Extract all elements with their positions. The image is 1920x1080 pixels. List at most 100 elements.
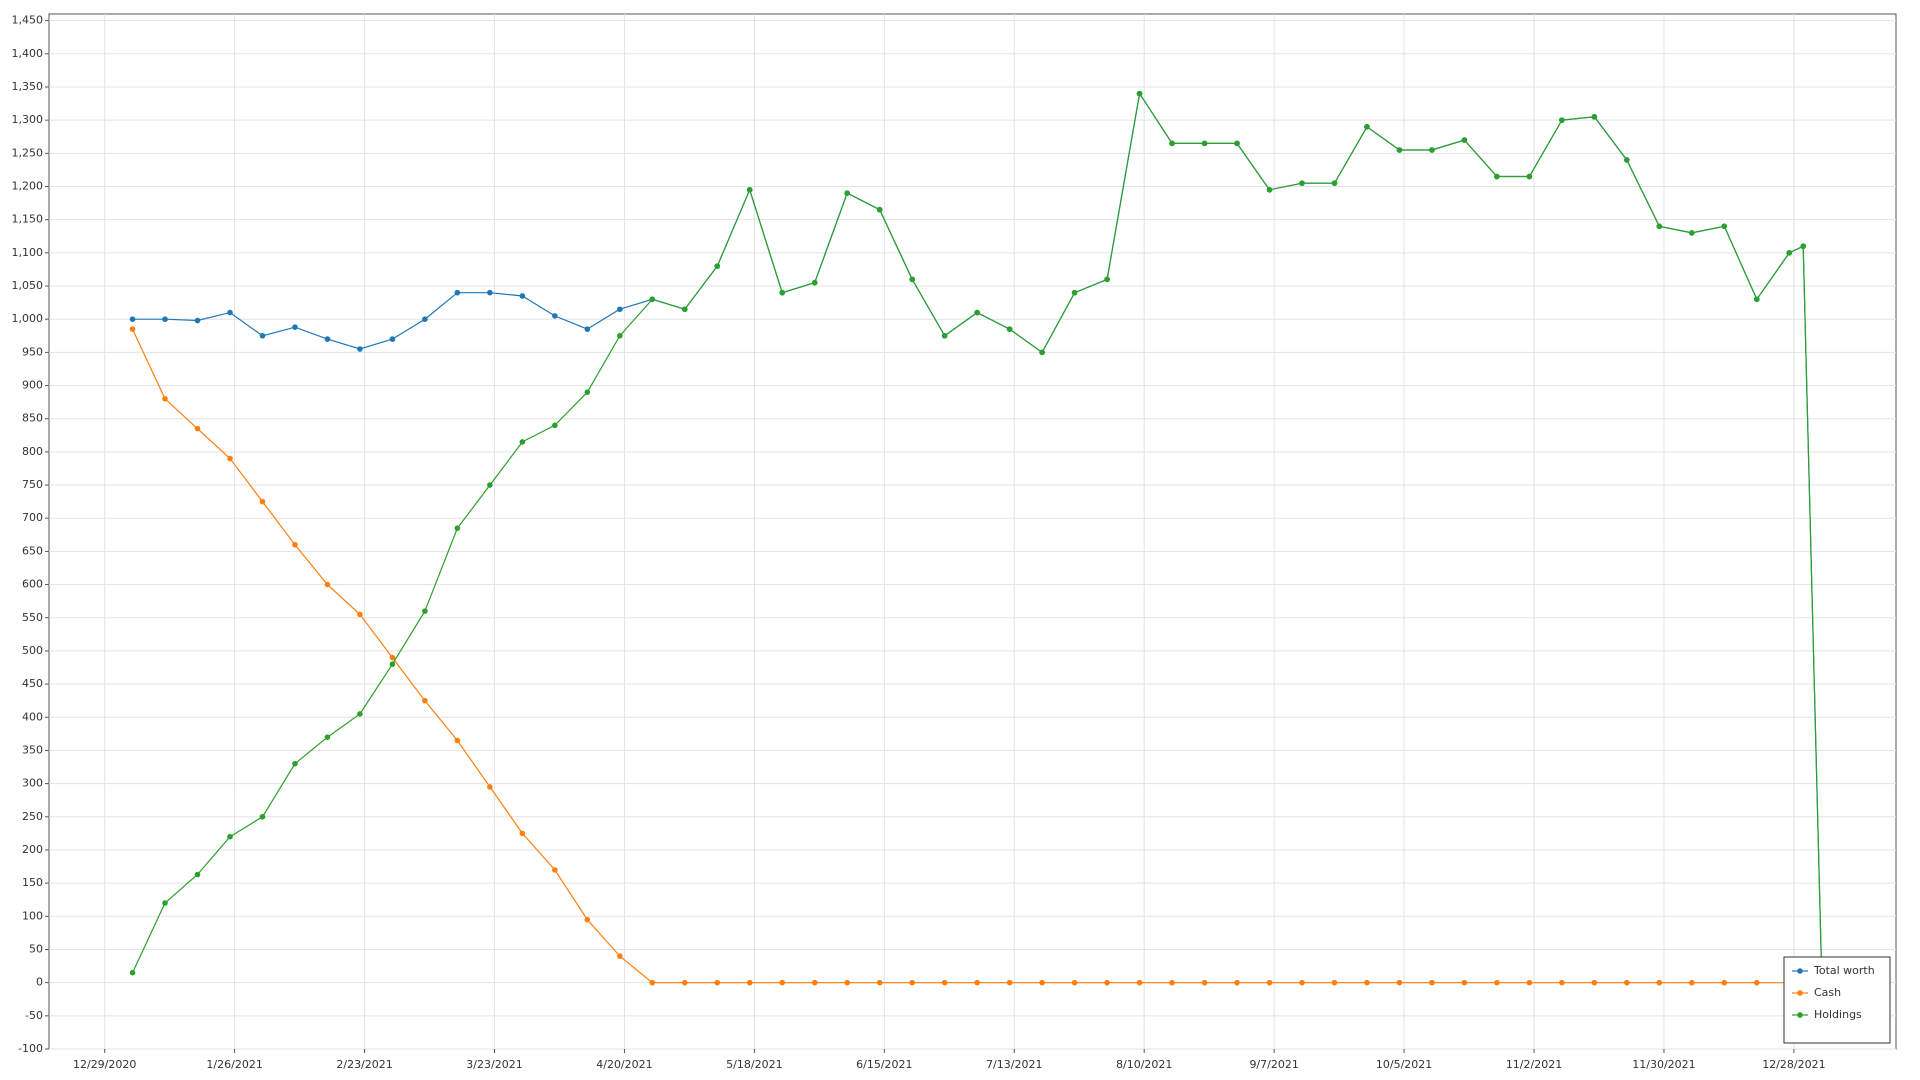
data-point — [162, 316, 168, 322]
data-point — [714, 263, 721, 269]
y-tick-label: 1,050 — [12, 279, 44, 292]
data-point — [1753, 979, 1760, 986]
data-point — [324, 336, 331, 342]
y-tick-label: 1,000 — [12, 312, 44, 325]
x-tick-label: 8/10/2021 — [1116, 1058, 1172, 1071]
x-tick-label: 2/23/2021 — [336, 1058, 392, 1071]
data-point — [617, 332, 623, 339]
data-point — [552, 313, 558, 319]
y-tick-label: 1,300 — [12, 113, 44, 126]
data-point — [1591, 979, 1598, 986]
data-point — [1624, 979, 1630, 986]
data-point — [584, 389, 591, 395]
data-point — [876, 206, 883, 213]
legend-swatch-dot — [1797, 990, 1803, 996]
y-tick-label: 1,450 — [12, 14, 44, 27]
data-point — [1104, 276, 1110, 283]
x-tick-label: 7/13/2021 — [986, 1058, 1042, 1071]
data-point — [1800, 243, 1806, 250]
series-line — [131, 91, 1823, 977]
data-point — [681, 979, 688, 986]
x-tick-label: 9/7/2021 — [1249, 1058, 1298, 1071]
data-point — [1201, 140, 1208, 147]
x-tick-label: 4/20/2021 — [596, 1058, 652, 1071]
data-point — [227, 455, 233, 462]
y-tick-label: 200 — [22, 843, 43, 856]
data-point — [552, 422, 558, 429]
y-tick-label: 250 — [22, 810, 43, 823]
y-tick-label: 100 — [22, 909, 43, 922]
data-point — [389, 661, 396, 667]
data-point — [129, 326, 136, 332]
data-point — [1266, 979, 1273, 986]
y-tick-label: 1,400 — [12, 47, 44, 60]
data-point — [844, 190, 851, 196]
y-tick-label: 1,250 — [12, 146, 44, 159]
data-point — [259, 498, 266, 505]
data-point — [227, 309, 233, 316]
y-tick-label: 350 — [22, 743, 43, 756]
data-point — [714, 979, 721, 986]
x-tick-label: 11/30/2021 — [1632, 1058, 1695, 1071]
y-tick-label: 1,100 — [12, 246, 44, 259]
data-point — [1136, 90, 1143, 97]
y-tick-label: 650 — [22, 544, 43, 557]
y-tick-label: 600 — [22, 578, 43, 591]
data-point — [422, 316, 428, 322]
data-point — [1591, 114, 1598, 120]
data-point — [876, 979, 883, 986]
data-point — [1624, 157, 1630, 163]
data-point — [779, 289, 786, 296]
y-tick-label: 850 — [22, 412, 43, 425]
data-point — [811, 279, 818, 286]
data-point — [974, 979, 980, 986]
data-point — [779, 979, 786, 986]
data-point — [974, 309, 980, 316]
data-point — [941, 332, 948, 339]
y-tick-label: 300 — [22, 777, 43, 790]
data-point — [1526, 979, 1533, 986]
y-tick-label: 1,350 — [12, 80, 44, 93]
data-point — [1331, 180, 1338, 186]
data-point — [909, 979, 915, 986]
data-point — [454, 525, 461, 531]
data-point — [519, 830, 526, 837]
data-point — [1721, 979, 1728, 986]
data-point — [1461, 979, 1468, 986]
data-point — [259, 332, 266, 339]
data-point — [1753, 296, 1760, 303]
y-tick-label: 950 — [22, 345, 43, 358]
x-tick-label: 11/2/2021 — [1506, 1058, 1562, 1071]
data-point — [1006, 979, 1013, 986]
y-tick-label: -100 — [18, 1042, 43, 1055]
legend-swatch-dot — [1797, 1012, 1803, 1018]
series — [129, 326, 1825, 986]
y-tick-label: 1,150 — [12, 213, 44, 226]
data-point — [1494, 979, 1500, 986]
x-tick-label: 3/23/2021 — [466, 1058, 522, 1071]
legend-label: Total worth — [1813, 964, 1875, 977]
data-point — [357, 611, 363, 618]
data-point — [649, 979, 656, 986]
data-point — [487, 482, 493, 488]
data-point — [1039, 349, 1045, 356]
data-point — [1234, 979, 1240, 986]
x-tick-label: 10/5/2021 — [1376, 1058, 1432, 1071]
data-point — [422, 608, 428, 614]
y-tick-label: 900 — [22, 379, 43, 392]
data-point — [292, 324, 298, 330]
plot-area — [48, 13, 1897, 1050]
data-point — [194, 871, 201, 878]
x-tick-label: 12/28/2021 — [1762, 1058, 1825, 1071]
y-tick-label: 500 — [22, 644, 43, 657]
data-point — [584, 916, 591, 923]
data-point — [746, 187, 753, 193]
data-point — [1299, 979, 1305, 986]
data-point — [1656, 223, 1663, 230]
legend-label: Cash — [1814, 986, 1841, 999]
data-point — [584, 326, 591, 332]
x-tick-label: 5/18/2021 — [726, 1058, 782, 1071]
data-point — [357, 711, 363, 717]
data-point — [1039, 979, 1045, 986]
